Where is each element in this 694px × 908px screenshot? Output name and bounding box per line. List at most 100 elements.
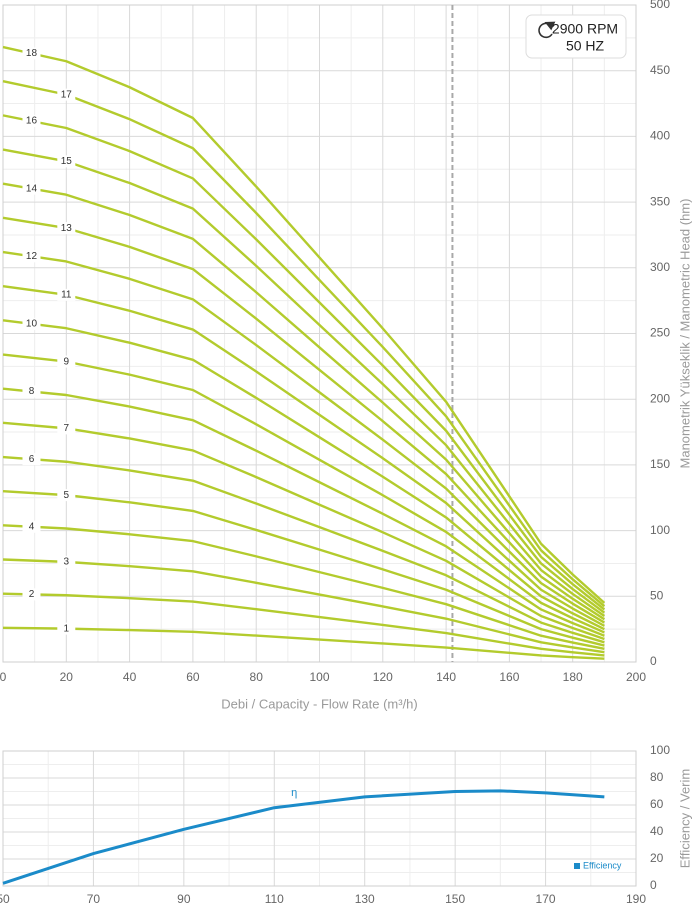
series-label-box — [57, 422, 76, 435]
plot-frame — [2, 4, 637, 663]
y-tick-label: 400 — [650, 129, 670, 143]
y-tick-label: 450 — [650, 63, 670, 77]
series-line — [2, 114, 606, 611]
x-tick-label: 140 — [436, 670, 456, 684]
x-tick-label: 20 — [60, 670, 74, 684]
series-label-box — [22, 520, 41, 533]
x-tick-label: 90 — [177, 892, 191, 906]
series-line — [2, 421, 605, 641]
y-tick-label: 80 — [650, 770, 664, 784]
y-tick-label: 100 — [650, 743, 670, 757]
y-tick-label: 250 — [650, 326, 670, 340]
series-label-box — [22, 182, 41, 195]
series-label-box — [57, 622, 76, 635]
series-label-box — [22, 317, 41, 330]
series-line — [2, 387, 605, 637]
series-label-box — [22, 385, 41, 398]
series-label: 18 — [26, 48, 38, 59]
x-axis-title: Debi / Capacity - Flow Rate (m³/h) — [221, 696, 418, 711]
rotation-icon — [538, 21, 556, 39]
series-line — [2, 789, 605, 885]
series-label-box — [57, 288, 76, 301]
hz-label: 50 HZ — [566, 38, 605, 54]
x-tick-label: 110 — [265, 892, 284, 906]
x-tick-label: 40 — [123, 670, 137, 684]
series-line — [2, 626, 605, 660]
series-line — [2, 489, 605, 647]
series-line — [2, 524, 605, 651]
series-label-box — [57, 555, 76, 568]
series-line — [2, 592, 605, 657]
y-tick-label: 200 — [650, 391, 670, 405]
x-tick-label: 180 — [563, 670, 583, 684]
y-tick-label: 0 — [650, 654, 657, 668]
series-label-box — [22, 588, 41, 601]
series-label-box — [57, 355, 76, 368]
annotation: η — [291, 787, 297, 799]
series-line — [2, 182, 606, 617]
legend-label: Efficiency — [583, 860, 622, 870]
x-tick-label: 70 — [87, 892, 101, 906]
y-tick-label: 350 — [650, 194, 670, 208]
series-label: 16 — [26, 116, 38, 127]
series-label: 2 — [29, 589, 35, 600]
x-tick-label: 120 — [373, 670, 393, 684]
series-label: 3 — [64, 557, 70, 568]
y-tick-label: 300 — [650, 260, 670, 274]
series-line — [2, 319, 605, 631]
series-label: 5 — [64, 490, 70, 501]
x-tick-label: 0 — [0, 670, 7, 684]
series-label: 14 — [26, 183, 38, 194]
y-tick-label: 50 — [650, 588, 664, 602]
series-line — [2, 285, 605, 627]
series-line — [2, 148, 606, 614]
x-tick-label: 50 — [0, 892, 10, 906]
series-line — [2, 45, 606, 604]
series-label: 17 — [61, 89, 73, 100]
series-label-box — [57, 222, 76, 235]
series-label: 8 — [29, 386, 35, 397]
y-tick-label: 0 — [650, 878, 657, 892]
series-label: 1 — [64, 623, 70, 634]
y-axis-title: Efficiency / Verim — [677, 769, 692, 868]
y-tick-label: 100 — [650, 523, 670, 537]
series-label: 6 — [29, 454, 35, 465]
y-tick-label: 500 — [650, 0, 670, 11]
legend-swatch — [574, 863, 580, 869]
series-label: 12 — [26, 251, 38, 262]
series-line — [2, 353, 605, 634]
x-tick-label: 190 — [626, 892, 646, 906]
series-label: 7 — [64, 423, 70, 434]
x-tick-label: 80 — [250, 670, 264, 684]
series-label: 10 — [26, 319, 38, 330]
series-label-box — [57, 88, 76, 101]
series-line — [2, 80, 606, 608]
x-tick-label: 130 — [355, 892, 375, 906]
series-label-box — [22, 250, 41, 263]
y-axis-title: Manometrik Yükseklik / Manometric Head (… — [677, 199, 692, 469]
y-tick-label: 40 — [650, 824, 664, 838]
series-line — [2, 216, 606, 621]
x-tick-label: 160 — [499, 670, 519, 684]
rpm-label: 2900 RPM — [552, 21, 618, 37]
series-label-box — [57, 155, 76, 168]
series-label: 9 — [64, 356, 70, 367]
x-tick-label: 60 — [186, 670, 200, 684]
x-tick-label: 150 — [445, 892, 465, 906]
series-label-box — [22, 453, 41, 466]
plot-frame — [2, 750, 637, 887]
y-tick-label: 150 — [650, 457, 670, 471]
series-line — [2, 250, 605, 624]
series-label-box — [57, 489, 76, 502]
series-label: 4 — [29, 521, 35, 532]
series-line — [2, 558, 605, 654]
x-tick-label: 170 — [536, 892, 556, 906]
series-label: 11 — [61, 290, 72, 301]
series-label: 15 — [61, 156, 73, 167]
y-tick-label: 20 — [650, 851, 664, 865]
series-line — [2, 455, 605, 644]
x-tick-label: 100 — [309, 670, 329, 684]
series-label: 13 — [61, 223, 73, 234]
x-tick-label: 200 — [626, 670, 646, 684]
